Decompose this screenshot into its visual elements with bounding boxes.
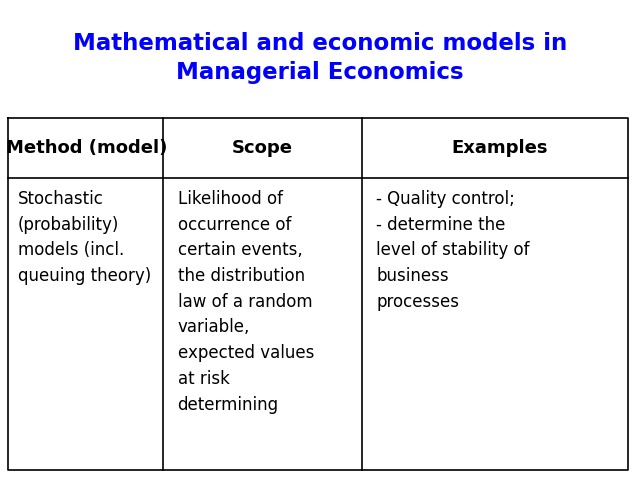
Text: Likelihood of
occurrence of
certain events,
the distribution
law of a random
var: Likelihood of occurrence of certain even… bbox=[178, 190, 314, 414]
Text: Method (model): Method (model) bbox=[6, 139, 167, 157]
Text: Examples: Examples bbox=[451, 139, 547, 157]
Text: Stochastic
(probability)
models (incl.
queuing theory): Stochastic (probability) models (incl. q… bbox=[18, 190, 151, 285]
Text: Mathematical and economic models in
Managerial Economics: Mathematical and economic models in Mana… bbox=[73, 32, 567, 84]
Text: Scope: Scope bbox=[232, 139, 293, 157]
Text: - Quality control;
- determine the
level of stability of
business
processes: - Quality control; - determine the level… bbox=[376, 190, 529, 311]
